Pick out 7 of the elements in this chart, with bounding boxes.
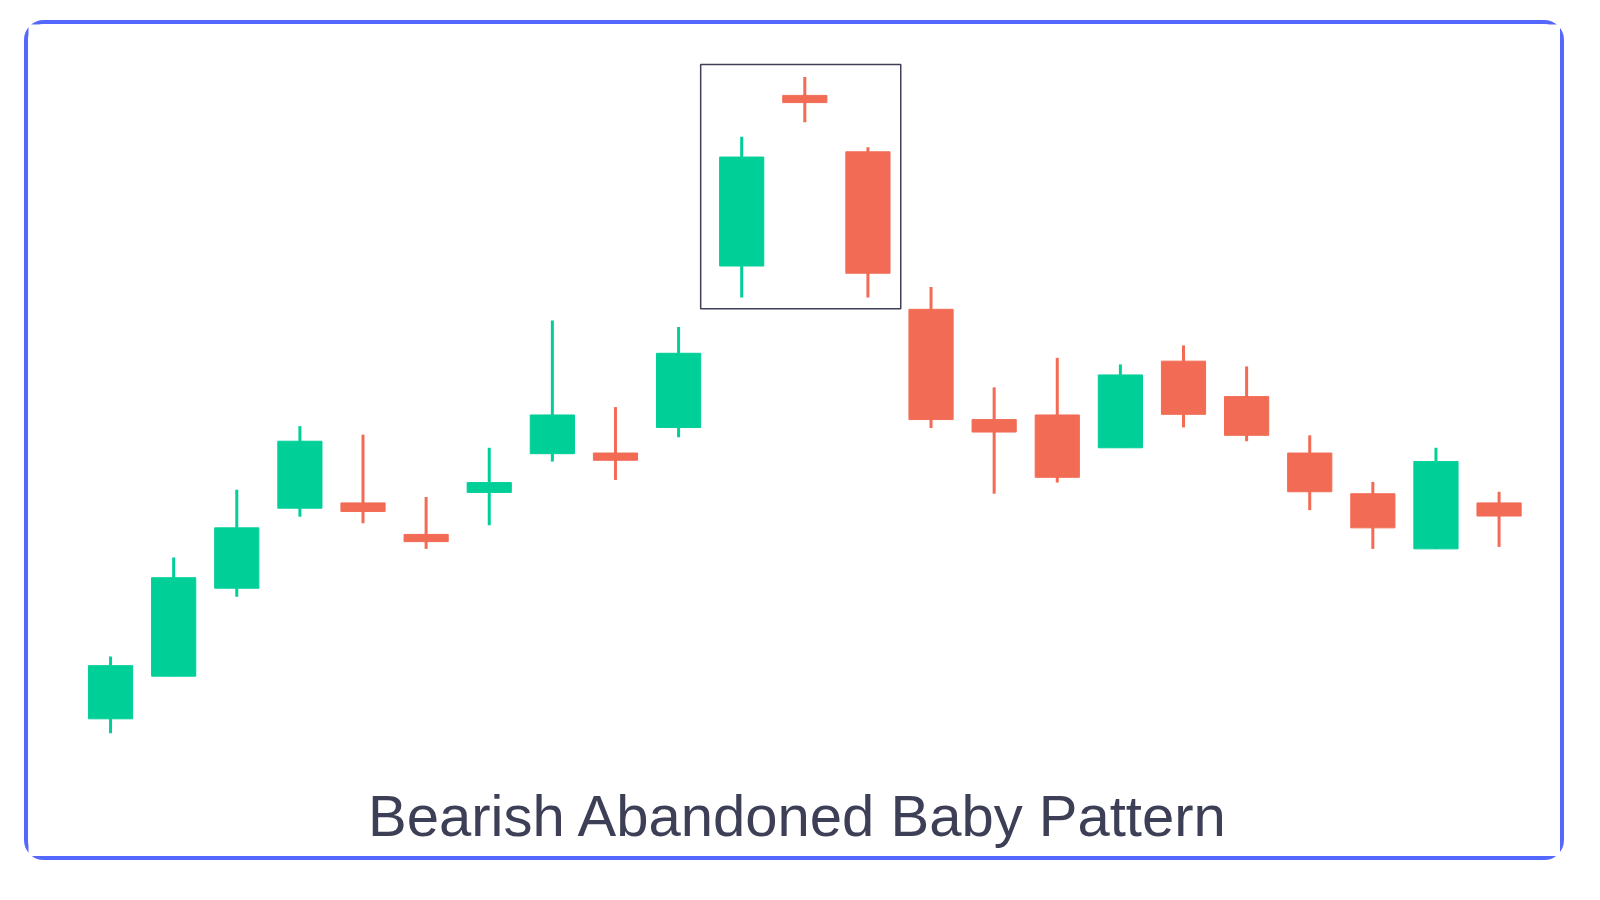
- candlestick: [971, 387, 1017, 494]
- text: Bearish Abandoned Baby Pattern: [368, 782, 1226, 848]
- candlestick: [466, 446, 512, 527]
- candlestick: [403, 497, 449, 549]
- candlestick: [340, 434, 386, 524]
- candlestick: [782, 77, 828, 123]
- candlestick: [592, 407, 639, 480]
